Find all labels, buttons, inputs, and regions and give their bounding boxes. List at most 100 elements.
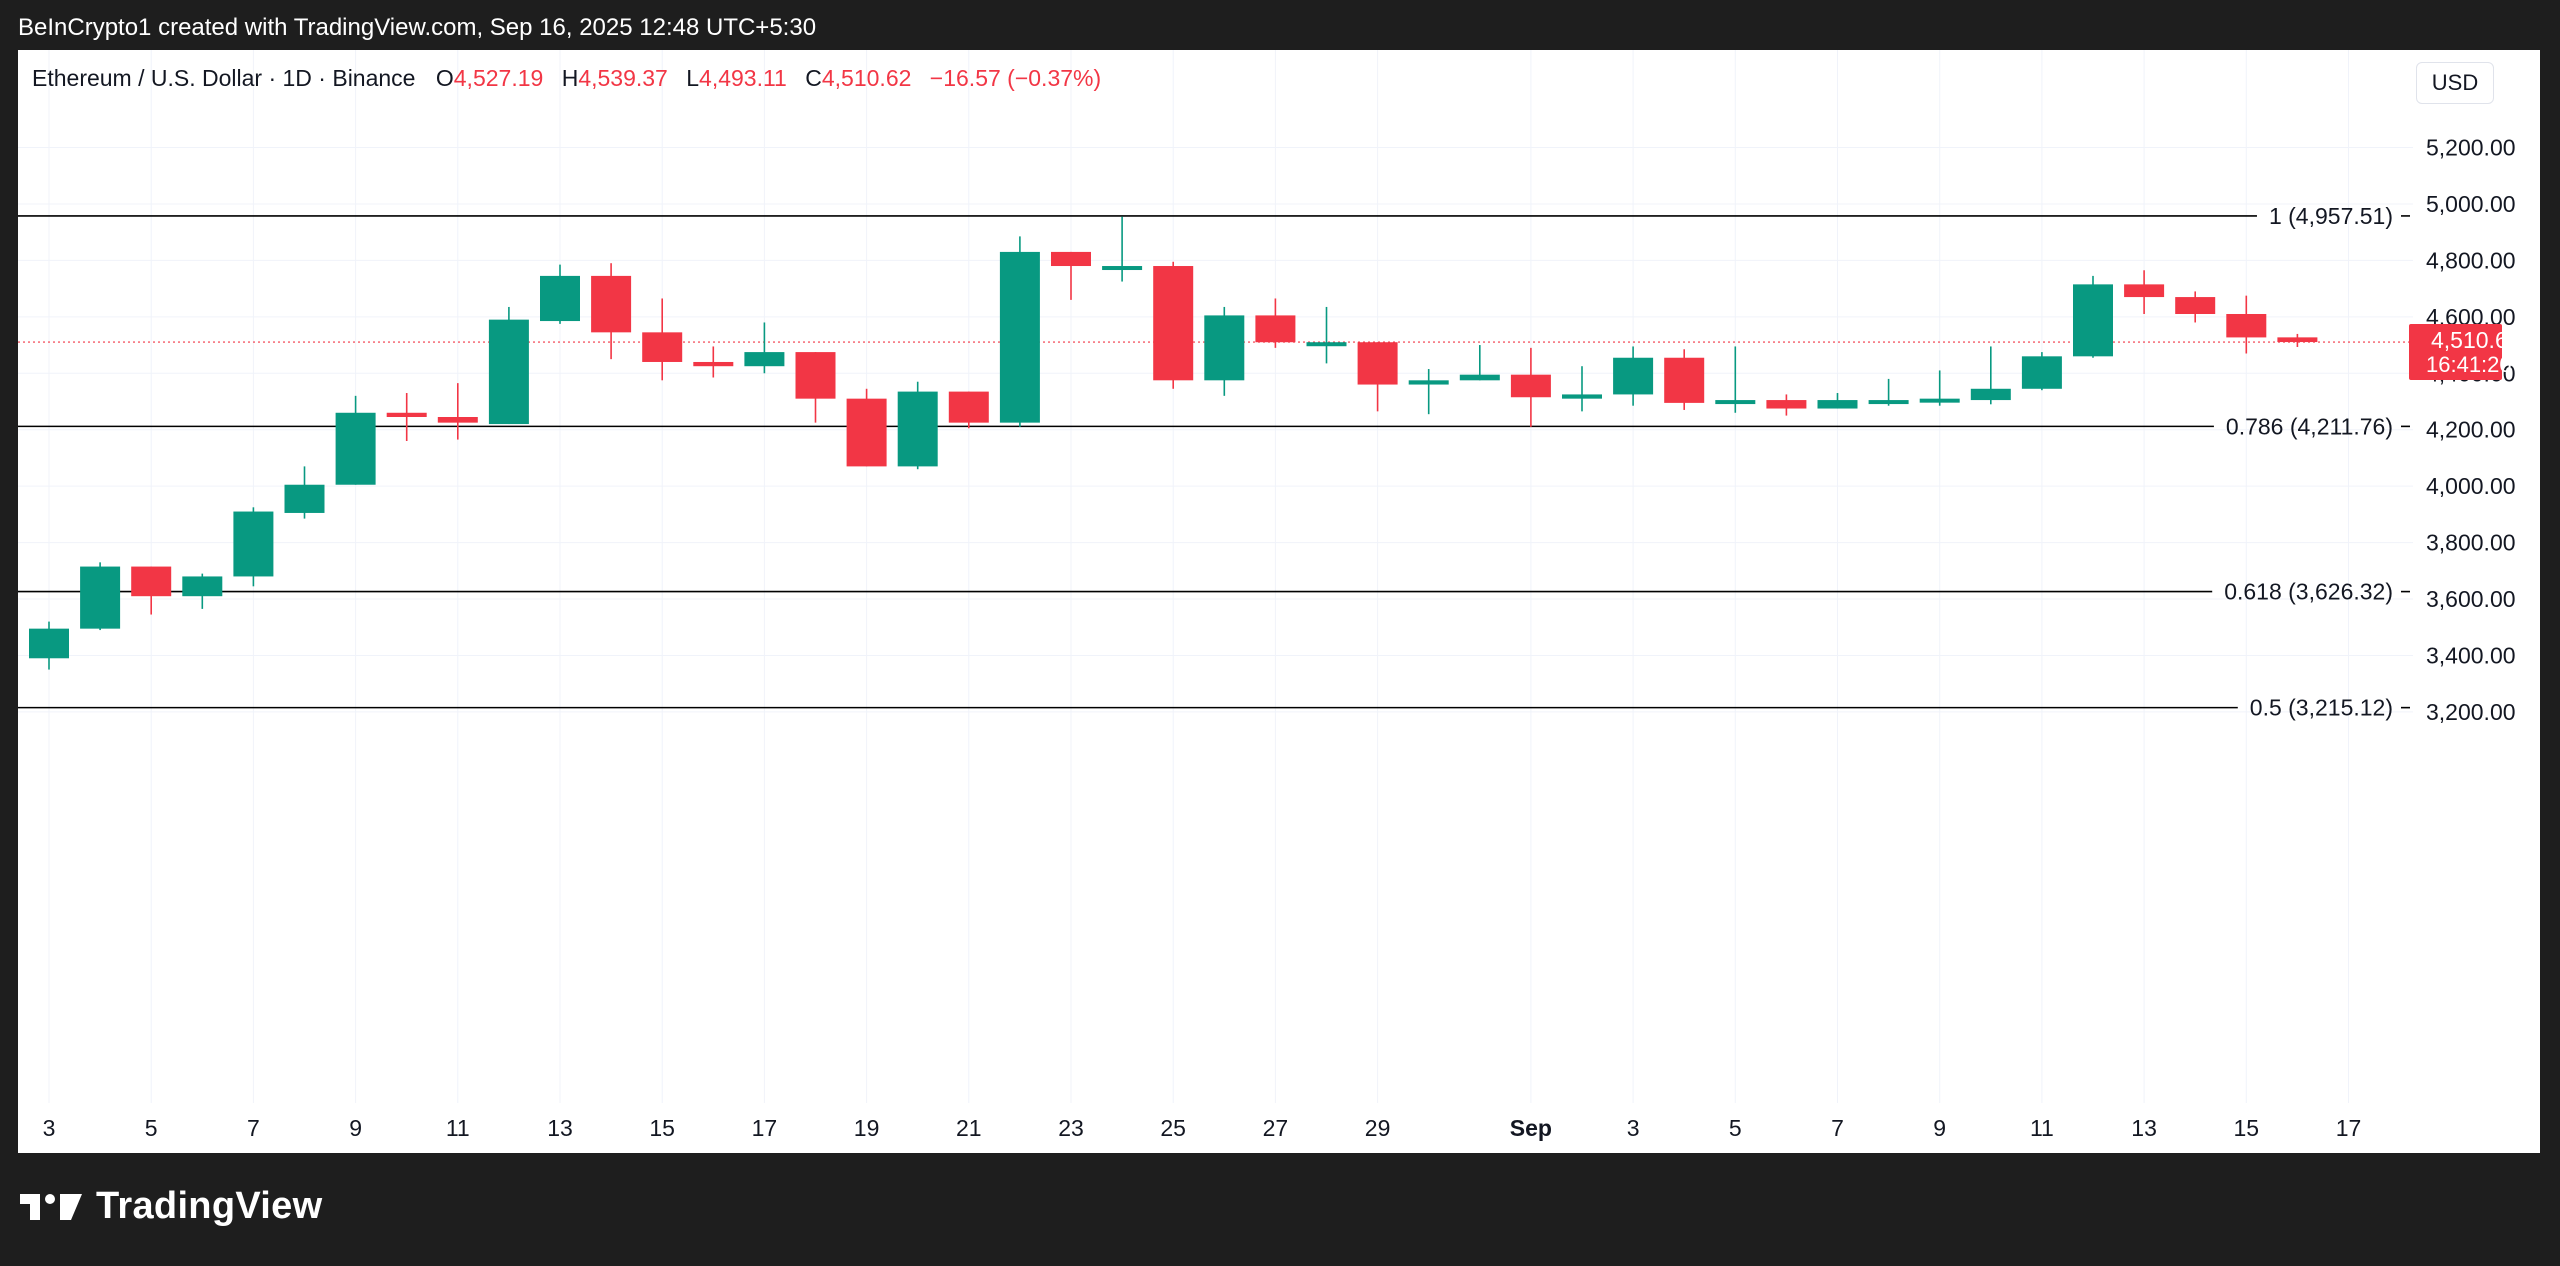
candle	[795, 352, 836, 423]
candle-body	[488, 319, 529, 425]
candle	[846, 388, 887, 467]
candle-body	[1970, 388, 2011, 401]
candle	[591, 263, 632, 360]
tradingview-logo[interactable]: TradingView	[20, 1185, 322, 1228]
candle-body	[2175, 297, 2216, 314]
candle-body	[2277, 337, 2318, 343]
fib-level-label: 0.786 (4,211.76)	[2226, 413, 2393, 439]
candle-body	[1868, 400, 1909, 405]
candle-body	[80, 566, 121, 629]
candle	[1153, 261, 1194, 389]
y-tick-label: 3,200.00	[2426, 699, 2516, 725]
candle-body	[131, 566, 172, 597]
x-tick-label: 9	[1933, 1115, 1946, 1141]
candle-body	[795, 352, 836, 399]
candle	[1766, 394, 1807, 416]
candle-body	[1459, 374, 1500, 381]
x-tick-label: 3	[43, 1115, 56, 1141]
candle	[1459, 345, 1500, 381]
candle	[1613, 346, 1654, 406]
candle-body	[2021, 356, 2062, 389]
y-tick-label: 3,400.00	[2426, 642, 2516, 668]
candle	[2073, 275, 2113, 358]
candle	[1664, 349, 1705, 410]
candle	[2021, 352, 2062, 391]
candle	[2226, 295, 2267, 354]
high-value: 4,539.37	[578, 65, 668, 91]
candle	[948, 391, 989, 429]
x-tick-label: 27	[1263, 1115, 1289, 1141]
x-tick-label: 5	[145, 1115, 158, 1141]
candle	[1919, 370, 1960, 406]
high-label: H	[561, 65, 579, 91]
candle-body	[182, 576, 223, 597]
candle	[642, 298, 683, 381]
candle	[29, 621, 69, 670]
x-tick-label: 23	[1058, 1115, 1084, 1141]
candle-body	[1153, 266, 1194, 381]
candle-body	[1051, 251, 1091, 267]
candle	[1357, 342, 1398, 412]
x-tick-label: 13	[547, 1115, 573, 1141]
candle	[1306, 306, 1347, 364]
x-tick-label: 15	[2234, 1115, 2260, 1141]
chart-panel[interactable]: 1 (4,957.51) 0.786 (4,211.76) 0.618 (3,626…	[18, 50, 2540, 1153]
low-label: L	[686, 65, 700, 91]
y-tick-label: 4,000.00	[2426, 473, 2516, 499]
candle	[1510, 347, 1551, 427]
x-tick-label: 5	[1729, 1115, 1742, 1141]
symbol-title[interactable]: Ethereum / U.S. Dollar · 1D · Binance	[32, 65, 416, 91]
low-value: 4,493.11	[699, 65, 787, 91]
x-tick-label: 7	[1831, 1115, 1844, 1141]
x-tick-label: Sep	[1510, 1115, 1552, 1141]
price-change: −16.57 (−0.37%)	[929, 65, 1102, 91]
candle-body	[2124, 284, 2165, 298]
candle-body	[897, 391, 938, 467]
x-tick-label: 25	[1160, 1115, 1186, 1141]
currency-button[interactable]: USD	[2416, 62, 2494, 104]
tradingview-logo-icon	[20, 1193, 82, 1220]
y-tick-label: 3,800.00	[2426, 530, 2516, 556]
candle	[1817, 393, 1858, 409]
candle-body	[1357, 342, 1398, 385]
candle	[1970, 346, 2011, 405]
x-tick-label: 19	[854, 1115, 880, 1141]
close-label: C	[805, 65, 822, 91]
x-tick-label: 15	[649, 1115, 675, 1141]
x-tick-label: 29	[1365, 1115, 1391, 1141]
candlestick-chart[interactable]: 1 (4,957.51) 0.786 (4,211.76) 0.618 (3,626…	[18, 50, 2540, 1153]
x-tick-label: 17	[2336, 1115, 2362, 1141]
x-tick-label: 21	[956, 1115, 982, 1141]
candle-body	[284, 484, 325, 513]
candle	[1102, 216, 1143, 282]
candle-body	[591, 275, 632, 333]
candle	[540, 264, 580, 324]
candle	[131, 566, 172, 615]
chart-caption: BeInCrypto1 created with TradingView.com…	[18, 14, 817, 41]
close-value: 4,510.62	[821, 65, 912, 91]
candle	[897, 381, 938, 470]
candle-body	[2073, 284, 2113, 357]
candle	[1051, 251, 1091, 300]
candle-body	[233, 511, 274, 577]
candle-body	[744, 352, 785, 367]
x-tick-label: 7	[247, 1115, 260, 1141]
candle	[2277, 333, 2318, 347]
candle	[335, 395, 376, 485]
candle-body	[335, 412, 376, 485]
candle-body	[948, 391, 989, 423]
candle	[386, 393, 427, 441]
brand-name: TradingView	[96, 1185, 323, 1227]
candle-body	[1817, 400, 1858, 409]
candle-body	[1255, 315, 1296, 343]
y-tick-label: 4,800.00	[2426, 247, 2516, 273]
y-tick-label: 5,000.00	[2426, 191, 2516, 217]
y-tick-label: 5,200.00	[2426, 135, 2516, 161]
candle	[2124, 270, 2165, 314]
candle	[999, 236, 1040, 427]
fib-level-label: 0.618 (3,626.32)	[2224, 579, 2393, 605]
open-value: 4,527.19	[453, 65, 544, 91]
candle	[2175, 291, 2216, 323]
candle	[1715, 346, 1756, 413]
x-tick-label: 13	[2131, 1115, 2157, 1141]
